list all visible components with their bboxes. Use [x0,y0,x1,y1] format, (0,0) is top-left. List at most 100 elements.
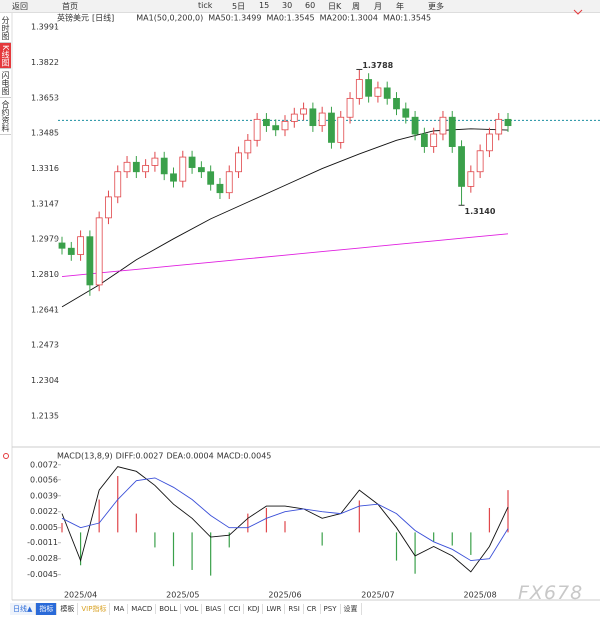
indicator-tab[interactable]: CCI [225,604,245,614]
candle-body [467,171,475,187]
candle-body [123,161,131,173]
candle-body [290,113,298,122]
bottom-tabs: 日线▲ 指标 模板 VIP指标 MA MACD BOLL VOL BIAS CCI KDJ LWR RS… [10,603,362,615]
y-tick-label: 0.0005 [30,523,58,532]
y-tick-label: 1.3991 [31,22,59,31]
candle-body [328,112,335,143]
candle-body [197,167,205,173]
candle-body [67,247,75,255]
candle-body [281,121,289,131]
macd-line [61,466,509,573]
candle-body [355,79,363,99]
legend-item: DEA:0.0004 [166,452,213,461]
toolbar-button[interactable]: 15 [259,1,270,10]
candle-body [272,125,280,131]
indicator-tab[interactable]: LWR [263,604,286,614]
candle-body [504,118,512,127]
indicator-tab[interactable]: CR [304,604,321,614]
indicator-tab[interactable]: BOLL [156,604,182,614]
period-button[interactable]: 日线▲ [10,603,37,615]
candle-body [420,133,428,147]
x-tick-label: 2025/05 [166,591,199,600]
y-tick-label: -0.0045 [27,570,58,579]
x-tick-label: 2025/07 [361,591,394,600]
indicator-tab[interactable]: PSY [321,604,341,614]
y-tick-label: 1.2473 [31,341,59,350]
indicator-tab[interactable]: RSI [285,604,304,614]
indicator-tab[interactable]: KDJ [244,604,264,614]
side-tab[interactable]: 闪电图 [0,69,11,99]
side-tabs: 分时图 K线图 闪电图 合约资料 [0,14,11,136]
candle-body [476,150,484,173]
legend-item: MA0:1.3545 [383,14,431,23]
candle-body [114,171,122,198]
legend-item: MA50:1.3499 [208,14,261,23]
y-tick-label: 1.3653 [31,93,59,102]
candle-body [95,217,103,286]
candle-body [216,183,224,194]
toolbar-button[interactable]: 首页 [62,2,78,11]
y-tick-label: -0.0011 [27,538,58,547]
toolbar-button[interactable]: 月 [374,2,382,11]
candle-body [86,236,94,286]
candle-body [244,139,252,154]
y-tick-label: 0.0056 [30,475,58,484]
indicator-tab[interactable]: 指标 [36,603,58,615]
candle-body [77,236,84,255]
candle-body [207,171,215,185]
candle-body [300,108,307,115]
indicator-tab[interactable]: VIP指标 [78,603,111,615]
side-tab[interactable]: 分时图 [0,14,11,43]
indicator-tab[interactable]: MA [110,604,129,614]
toolbar-button[interactable]: 更多 [428,2,444,11]
candle-body [105,196,112,219]
y-tick-label: 1.3316 [31,164,59,173]
toolbar-button[interactable]: 周 [352,2,360,11]
candle-body [495,118,503,135]
legend-item: MA0:1.3545 [266,14,314,23]
toolbar-button[interactable]: tick [198,1,213,10]
candle-body [309,108,317,127]
watermark: FX678 [518,582,584,604]
legend-item: MA1(50,0,200,0) [136,14,203,23]
y-tick-label: 1.3147 [31,199,59,208]
candle-body [411,116,419,135]
y-tick-label: 1.3485 [31,128,59,137]
y-tick-label: 1.2304 [31,376,59,385]
toolbar-button[interactable]: 日K [328,2,342,11]
macd-title: MACD(13,8,9) [57,452,113,461]
legend-item: MA200:1.3004 [320,14,378,23]
candle-body [179,156,187,182]
symbol-name: 英镑美元 [57,13,89,23]
period-label: [日线] [92,13,114,23]
toolbar-button[interactable]: 5日 [232,2,246,11]
candle-body [486,133,493,152]
toolbar-button[interactable]: 60 [305,1,316,10]
x-tick-label: 2025/04 [64,591,97,600]
candle-body [263,118,270,127]
toolbar-button[interactable]: 30 [282,1,293,10]
indicator-tab[interactable]: 模板 [57,603,79,615]
toolbar-button[interactable]: 返回 [12,2,28,11]
y-tick-label: 0.0022 [30,507,58,516]
indicator-tab[interactable]: 设置 [341,603,362,615]
candle-body [170,173,177,182]
toolbar-button[interactable]: 年 [396,2,404,11]
side-tab[interactable]: 合约资料 [0,98,11,136]
indicator-tab[interactable]: MACD [128,604,157,614]
y-tick-label: 1.2641 [31,305,59,314]
candle-body [448,116,456,147]
candle-body [374,87,382,97]
candle-body [151,157,159,166]
legend-item: MACD:0.0045 [217,452,272,461]
candle-body [402,108,410,118]
ma-line [61,128,509,308]
side-tab[interactable]: K线图 [0,43,11,70]
indicator-tab[interactable]: VOL [181,604,203,614]
indicator-tab[interactable]: BIAS [202,604,226,614]
candle-body [188,156,196,168]
y-tick-label: 1.3822 [31,58,59,67]
candle-body [439,116,447,135]
